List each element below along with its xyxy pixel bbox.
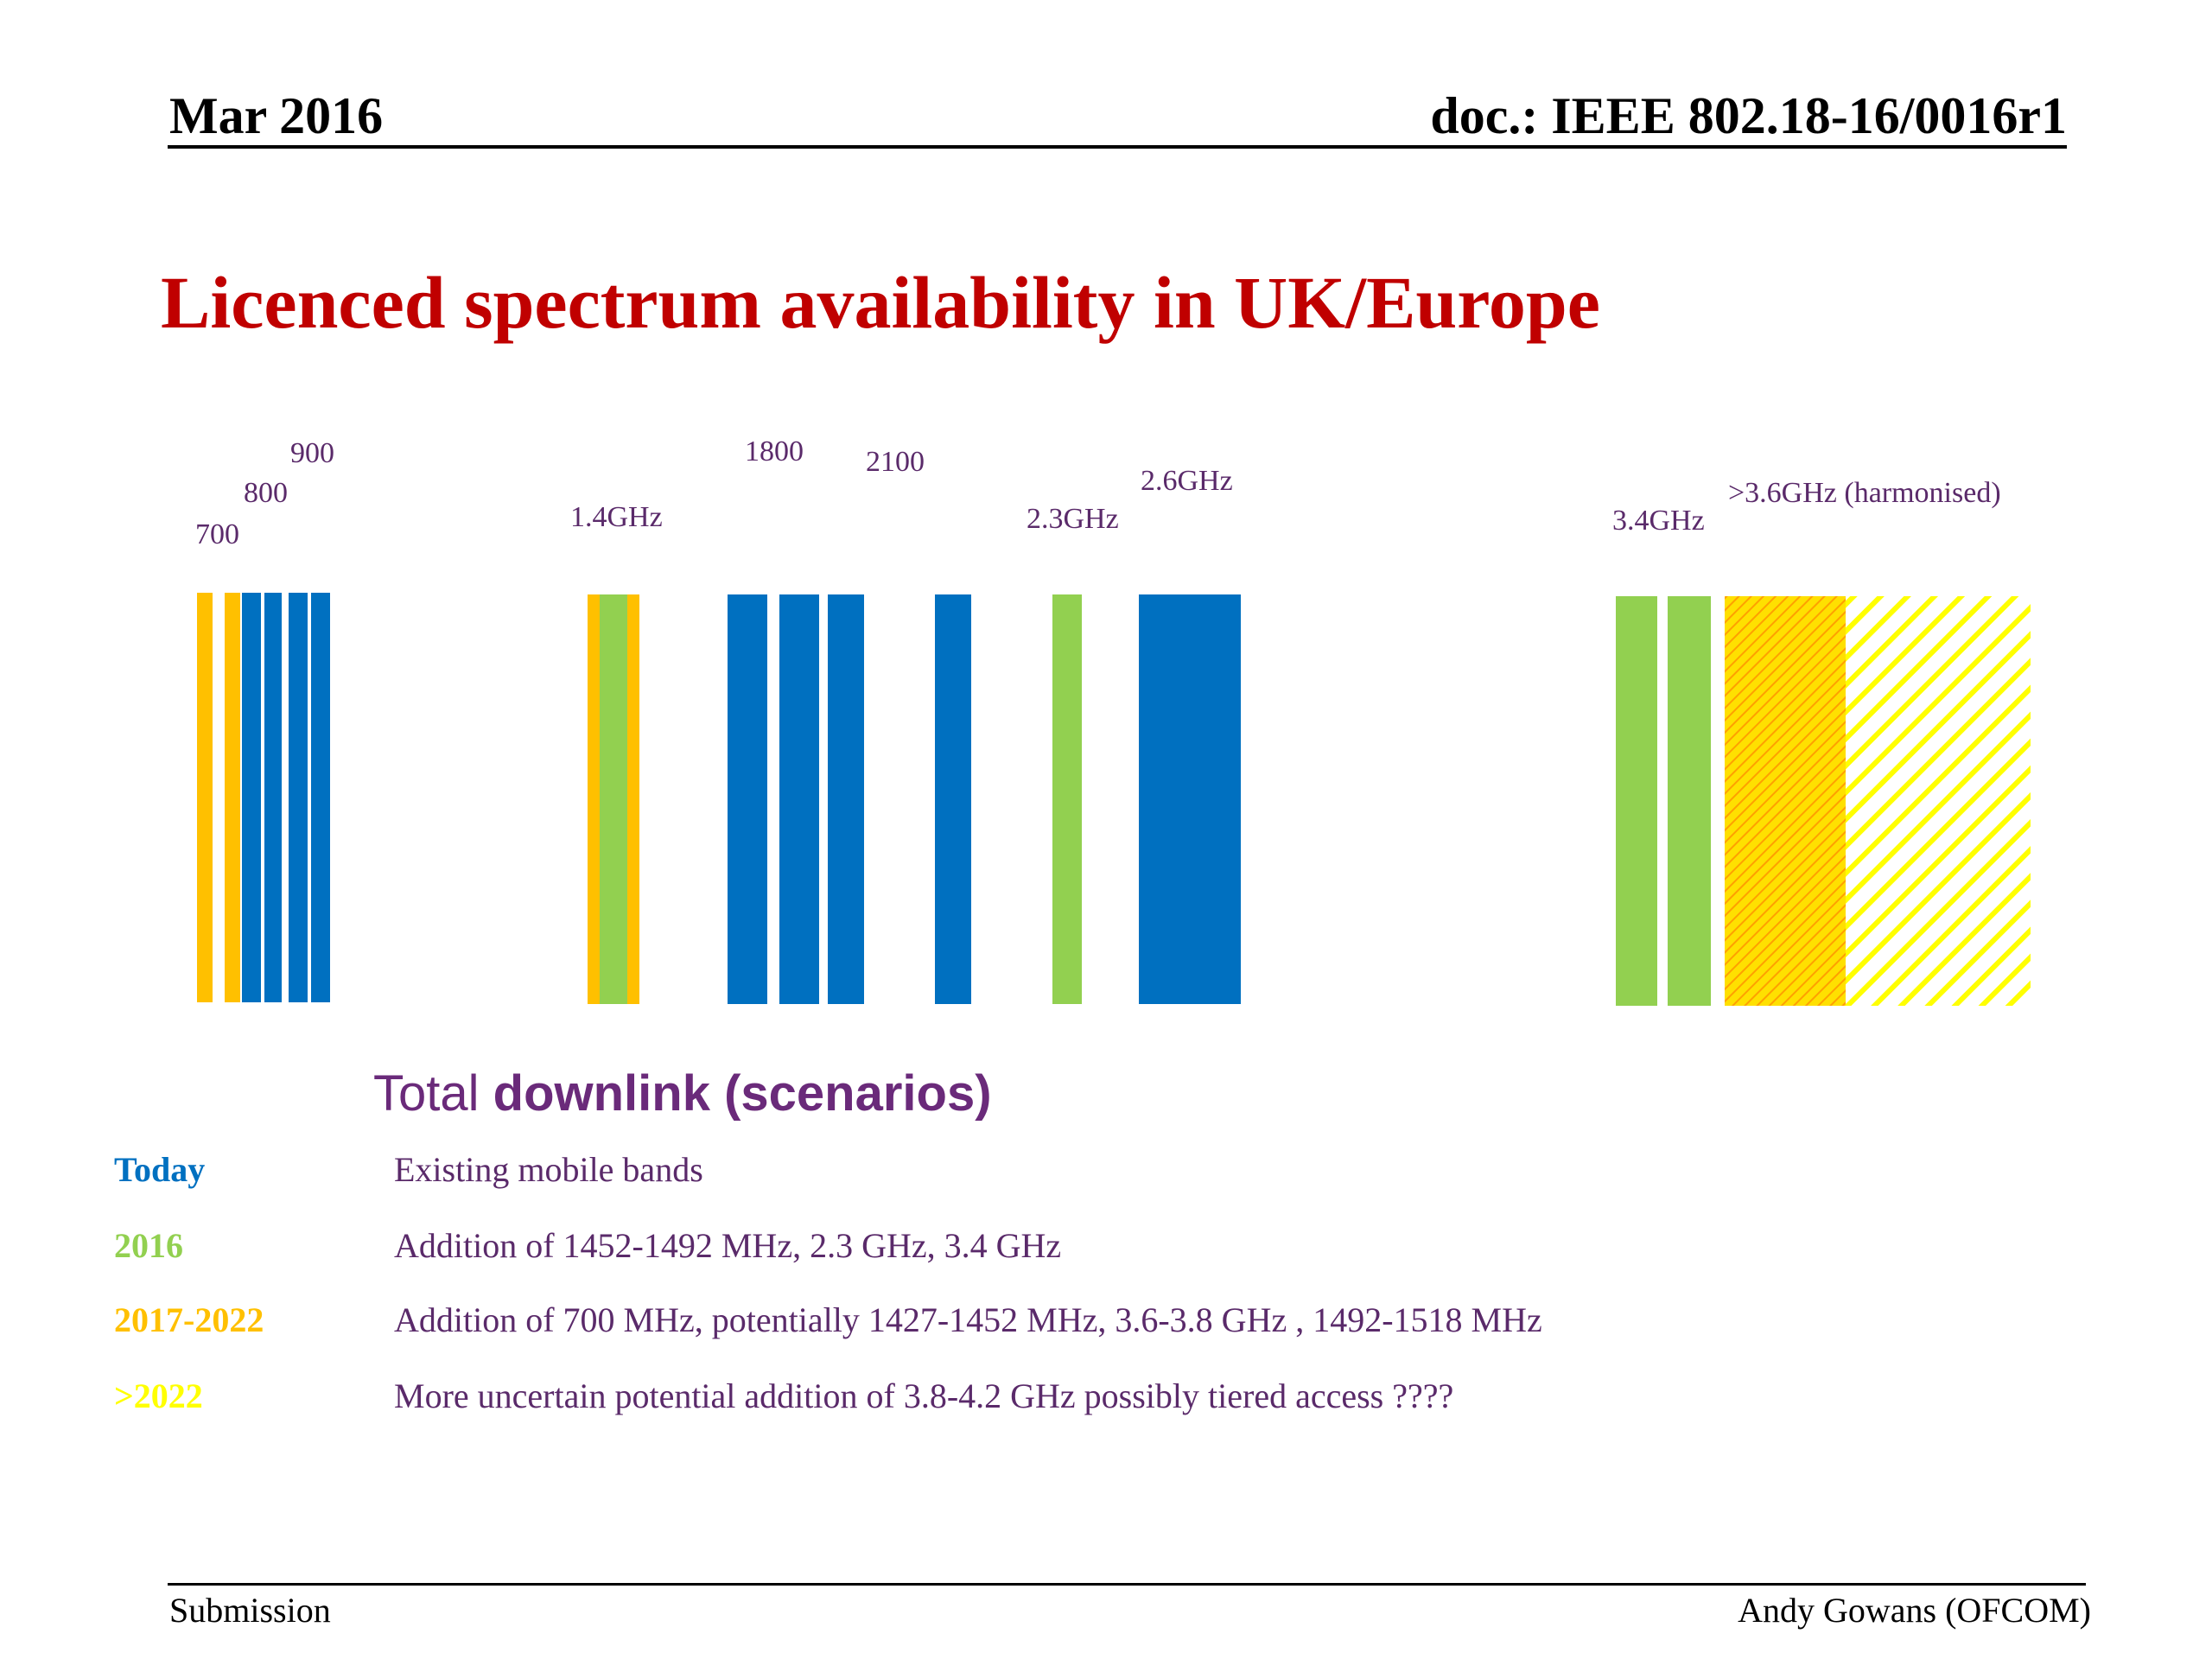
band-1-4ghz-edge-a [588,594,600,1004]
band-label-1-4ghz: 1.4GHz [570,501,663,533]
band-label-2100: 2100 [866,446,925,478]
scenario-desc-2016: Addition of 1452-1492 MHz, 2.3 GHz, 3.4 … [394,1226,1062,1265]
band-1800-bar-b [779,594,819,1004]
header-doc-id: doc.: IEEE 802.18-16/0016r1 [1430,87,2067,144]
band-label-3-4ghz: 3.4GHz [1612,505,1705,537]
footer-rule [168,1583,2086,1586]
band-3-6-3-8ghz-hatched [1725,596,1846,1006]
band-800-bar-a [242,593,261,1002]
band-2-6ghz-bar [1139,594,1241,1004]
band-1800-bar-a [728,594,767,1004]
band-label-3-6ghz: >3.6GHz (harmonised) [1728,477,2001,509]
scenarios-heading-bold: downlink (scenarios) [493,1065,992,1122]
band-label-2-6ghz: 2.6GHz [1141,465,1233,497]
band-label-700: 700 [195,518,239,550]
band-900-bar-a [289,593,308,1002]
scenarios-heading-plain: Total [373,1065,493,1122]
band-2100-bar [935,594,971,1004]
band-900-bar-b [311,593,330,1002]
scenarios-heading: Total downlink (scenarios) [373,1065,992,1122]
scenario-label-2016: 2016 [114,1226,183,1265]
band-800-bar-b [264,593,282,1002]
band-label-900: 900 [290,437,334,469]
band-label-2-3ghz: 2.3GHz [1027,503,1119,535]
header-rule [168,145,2067,149]
band-label-800: 800 [244,477,288,509]
scenario-desc-2017-2022: Addition of 700 MHz, potentially 1427-14… [394,1300,1542,1339]
band-3-8-4-2ghz-hatched [1846,596,2031,1006]
band-700-bar-a [197,593,213,1002]
footer-author: Andy Gowans (OFCOM) [1738,1591,2091,1630]
band-1-4ghz-bar [600,594,627,1004]
scenario-desc-after-2022: More uncertain potential addition of 3.8… [394,1376,1454,1415]
band-1800-bar-c [828,594,864,1004]
band-1-4ghz-edge-b [627,594,639,1004]
scenario-label-after-2022: >2022 [114,1376,203,1415]
scenario-label-2017-2022: 2017-2022 [114,1300,264,1339]
footer-submission: Submission [169,1591,331,1630]
scenario-desc-today: Existing mobile bands [394,1150,703,1189]
band-3-4ghz-bar-b [1668,596,1711,1006]
slide-title: Licenced spectrum availability in UK/Eur… [161,261,1600,344]
header-date: Mar 2016 [169,87,384,144]
band-700-bar-b [225,593,240,1002]
scenario-label-today: Today [114,1150,206,1189]
band-2-3ghz-bar [1052,594,1082,1004]
band-3-4ghz-bar-a [1616,596,1657,1006]
band-label-1800: 1800 [745,435,804,467]
